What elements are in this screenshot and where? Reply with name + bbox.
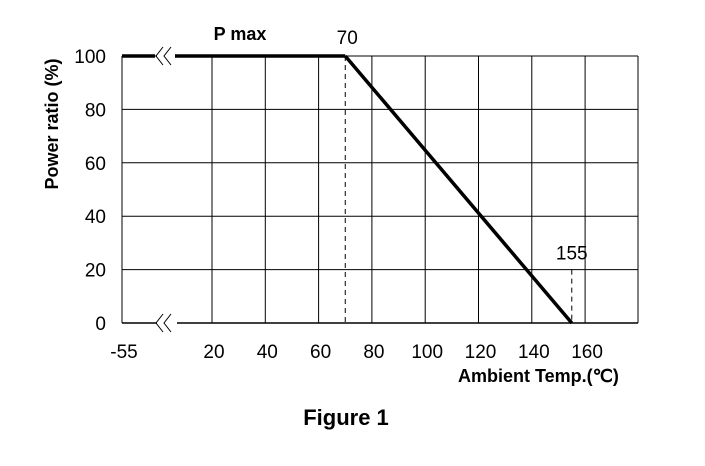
axis-break-mark bbox=[155, 46, 164, 66]
annotation-label: P max bbox=[214, 24, 267, 44]
y-tick-label: 60 bbox=[85, 154, 106, 175]
axis-breaks bbox=[155, 46, 177, 333]
annotation-label: 70 bbox=[337, 28, 358, 49]
y-axis-label: Power ratio (%) bbox=[42, 58, 62, 189]
x-tick-label: 120 bbox=[465, 342, 497, 363]
y-tick-label: 40 bbox=[85, 207, 106, 228]
axis-break-gap bbox=[157, 51, 177, 61]
x-tick-label: -55 bbox=[110, 342, 137, 363]
axis-break-gap bbox=[157, 318, 177, 328]
y-tick-label: 100 bbox=[74, 47, 106, 68]
x-axis-label: Ambient Temp.(℃) bbox=[458, 366, 619, 386]
x-tick-label: 140 bbox=[518, 342, 550, 363]
axis-break-mark bbox=[163, 46, 172, 66]
x-tick-labels: -55 20 40 60 80 100 120 140 160 bbox=[110, 342, 603, 363]
x-tick-label: 160 bbox=[571, 342, 603, 363]
y-tick-label: 80 bbox=[85, 100, 106, 121]
x-tick-label: 20 bbox=[203, 342, 224, 363]
annotation-label: 155 bbox=[556, 244, 588, 265]
series-segment bbox=[343, 54, 574, 325]
grid bbox=[121, 55, 639, 324]
x-tick-label: 40 bbox=[257, 342, 278, 363]
y-tick-label: 20 bbox=[85, 261, 106, 282]
x-tick-label: 60 bbox=[310, 342, 331, 363]
annotations: P max 70 155 bbox=[214, 24, 588, 265]
y-tick-labels: 0 20 40 60 80 100 bbox=[74, 47, 106, 335]
y-tick-label: 0 bbox=[95, 314, 106, 335]
x-tick-label: 80 bbox=[363, 342, 384, 363]
axis-break-mark bbox=[163, 313, 172, 333]
axis-break-mark bbox=[155, 313, 164, 333]
series bbox=[122, 54, 574, 325]
figure-caption: Figure 1 bbox=[303, 405, 389, 430]
x-tick-label: 100 bbox=[411, 342, 443, 363]
